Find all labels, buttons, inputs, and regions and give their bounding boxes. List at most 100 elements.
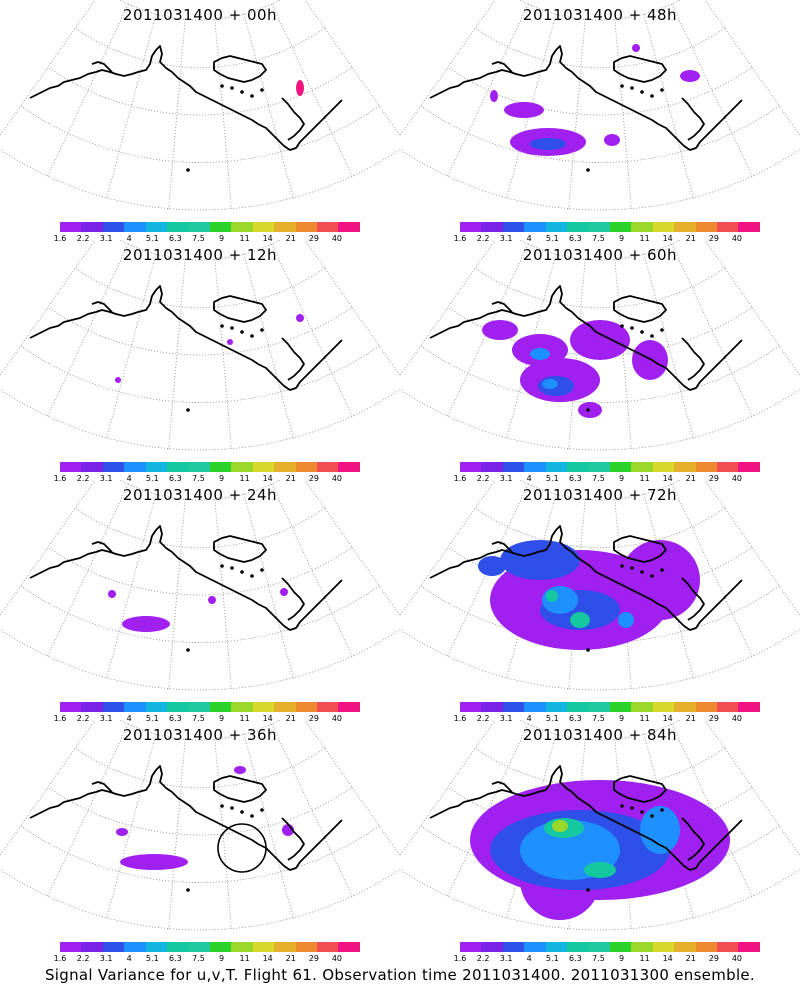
signal-variance-field xyxy=(478,540,700,650)
colorbar-swatch xyxy=(317,462,339,472)
colorbar-swatch xyxy=(545,222,568,232)
colorbar-swatch xyxy=(338,222,360,232)
colorbar-swatch xyxy=(188,222,210,232)
colorbar-tick-label: 6.3 xyxy=(169,954,182,963)
map-panel-12h: 2011031400 + 12h 1.6 2.2 3.1 4 5.1 6.3 7.5 9 11 1… xyxy=(0,240,400,490)
colorbar-tick-label: 9 xyxy=(618,954,625,963)
colorbar-tick-label: 4 xyxy=(126,954,132,963)
variance-contour xyxy=(296,80,304,96)
signal-variance-field xyxy=(115,314,304,383)
colorbar-tick-label: 1.6 xyxy=(453,954,467,963)
colorbar-tick-label: 4 xyxy=(126,474,132,483)
variance-contour xyxy=(604,134,620,146)
colorbar-tick-label: 6.3 xyxy=(569,954,582,963)
colorbar-swatch xyxy=(252,462,275,472)
colorbar-tick-label: 40 xyxy=(331,234,343,243)
colorbar-tick-label: 29 xyxy=(308,474,319,483)
colorbar-tick-label: 5.1 xyxy=(145,954,159,963)
colorbar-swatch xyxy=(738,702,760,712)
colorbar-swatch xyxy=(231,462,253,472)
colorbar-swatch xyxy=(124,702,146,712)
colorbar-swatch xyxy=(81,222,103,232)
colorbar-swatch xyxy=(209,942,232,952)
colorbar-swatch xyxy=(524,942,546,952)
colorbar-swatch xyxy=(502,942,525,952)
colorbar-swatch xyxy=(145,222,168,232)
colorbar-ticks: 1.6 2.2 3.1 4 5.1 6.3 7.5 9 11 14 21 29 40 xyxy=(452,234,768,244)
colorbar-tick-label: 6.3 xyxy=(169,474,182,483)
colorbar-tick-label: 4 xyxy=(126,234,132,243)
colorbar-tick-label: 11 xyxy=(639,714,650,723)
colorbar-swatch xyxy=(124,222,146,232)
colorbar-swatch xyxy=(102,702,125,712)
colorbar-tick-label: 14 xyxy=(262,954,273,963)
colorbar-swatch xyxy=(60,462,82,472)
variance-contour xyxy=(640,806,680,854)
graticule xyxy=(400,0,800,211)
colorbar-tick-label: 7.5 xyxy=(592,234,605,243)
colorbar-tick-label: 40 xyxy=(731,234,743,243)
colorbar-tick-label: 9 xyxy=(218,474,225,483)
colorbar-tick-label: 29 xyxy=(308,234,319,243)
colorbar-swatch xyxy=(102,222,125,232)
polar-map xyxy=(0,720,400,931)
colorbar-swatch xyxy=(188,942,210,952)
polar-map xyxy=(400,720,800,931)
colorbar xyxy=(60,222,360,232)
variance-contour xyxy=(552,820,568,832)
colorbar-tick-label: 40 xyxy=(731,714,743,723)
colorbar-ticks: 1.6 2.2 3.1 4 5.1 6.3 7.5 9 11 14 21 29 40 xyxy=(452,714,768,724)
colorbar-swatch xyxy=(81,942,103,952)
colorbar-tick-label: 21 xyxy=(285,474,296,483)
colorbar-tick-label: 2.2 xyxy=(76,234,90,243)
colorbar-tick-label: 21 xyxy=(285,714,296,723)
colorbar-tick-label: 11 xyxy=(639,954,650,963)
colorbar-tick-label: 11 xyxy=(239,954,250,963)
colorbar-swatch xyxy=(652,702,675,712)
variance-contour xyxy=(234,766,246,774)
signal-variance-field xyxy=(116,766,294,870)
colorbar-swatch xyxy=(252,222,275,232)
colorbar-swatch xyxy=(695,702,718,712)
colorbar-tick-label: 3.1 xyxy=(499,954,513,963)
coastlines xyxy=(429,765,743,892)
colorbar-swatch xyxy=(609,702,632,712)
colorbar-tick-label: 2.2 xyxy=(476,474,490,483)
colorbar-tick-label: 40 xyxy=(331,474,343,483)
variance-contour xyxy=(570,612,590,628)
colorbar-tick-label: 2.2 xyxy=(476,954,490,963)
colorbar-tick-label: 1.6 xyxy=(53,474,67,483)
colorbar-tick-label: 14 xyxy=(662,474,673,483)
colorbar-swatch xyxy=(188,702,210,712)
map-panel-24h: 2011031400 + 24h 1.6 2.2 3.1 4 5.1 6.3 7.5 9 11 1… xyxy=(0,480,400,730)
colorbar-tick-label: 29 xyxy=(308,954,319,963)
colorbar-tick-label: 4 xyxy=(526,954,532,963)
variance-contour xyxy=(578,402,602,418)
variance-contour xyxy=(632,44,640,52)
colorbar-swatch xyxy=(738,222,760,232)
colorbar-swatch xyxy=(124,942,146,952)
graticule xyxy=(0,0,400,211)
colorbar-swatch xyxy=(295,702,318,712)
colorbar-swatch xyxy=(81,702,103,712)
map-panel-00h: 2011031400 + 00h 1.6 2.2 3.1 4 5.1 6.3 7.5 9 11 1… xyxy=(0,0,400,250)
colorbar-swatch xyxy=(674,462,696,472)
panel-title: 2011031400 + 12h xyxy=(122,246,278,264)
graticule xyxy=(400,240,800,451)
colorbar-swatch xyxy=(481,942,503,952)
colorbar-swatch xyxy=(717,222,739,232)
colorbar-swatch xyxy=(567,222,589,232)
colorbar-swatch xyxy=(631,702,653,712)
colorbar-swatch xyxy=(695,222,718,232)
signal-variance-field xyxy=(470,780,730,920)
colorbar-swatch xyxy=(124,462,146,472)
graticule xyxy=(400,480,800,691)
colorbar-swatch xyxy=(60,222,82,232)
variance-contour xyxy=(116,828,128,836)
colorbar-tick-label: 11 xyxy=(239,714,250,723)
colorbar-swatch xyxy=(652,462,675,472)
colorbar xyxy=(460,942,760,952)
colorbar-swatch xyxy=(631,462,653,472)
colorbar-tick-label: 11 xyxy=(639,474,650,483)
colorbar-swatch xyxy=(167,942,189,952)
